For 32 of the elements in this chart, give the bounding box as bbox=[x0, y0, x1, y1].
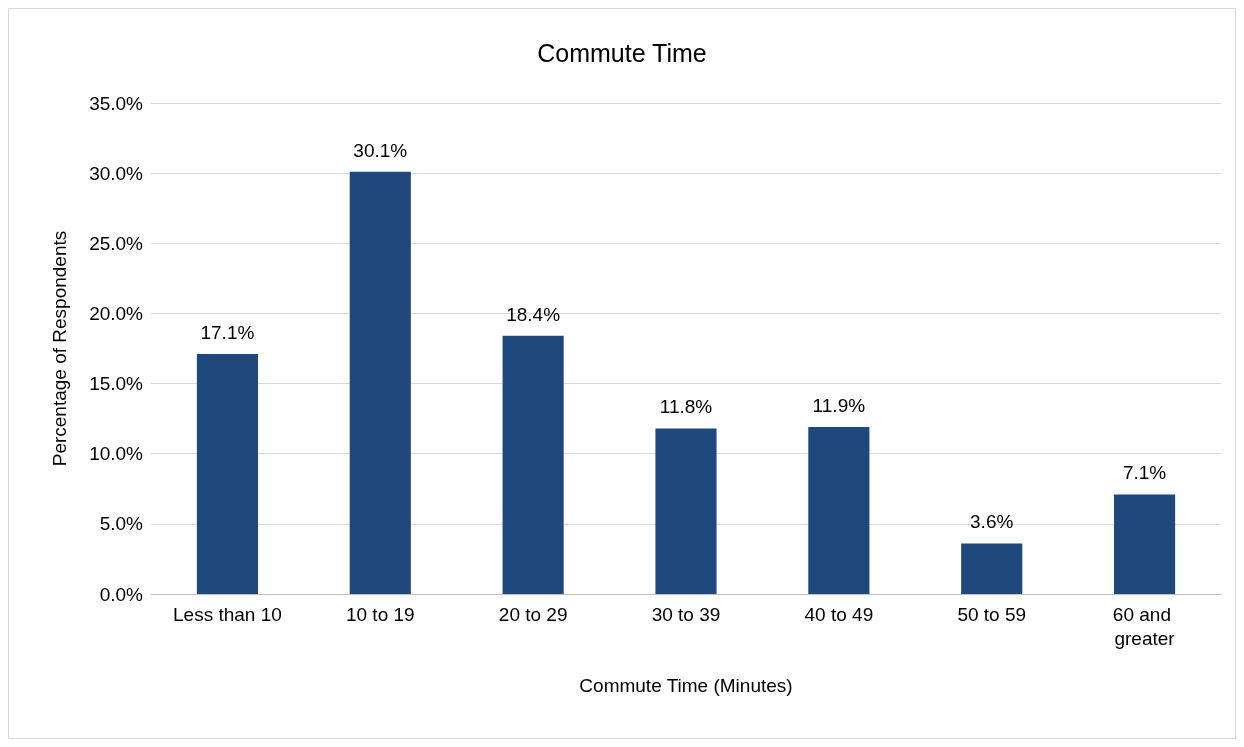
y-tick-label: 25.0% bbox=[89, 232, 144, 254]
data-label: 3.6% bbox=[970, 511, 1014, 533]
y-tick-label: 30.0% bbox=[89, 162, 144, 184]
x-tick-label: 50 to 59 bbox=[957, 603, 1027, 625]
x-tick-label: 60 and greater bbox=[1112, 603, 1177, 649]
data-label: 7.1% bbox=[1122, 462, 1167, 484]
bar bbox=[808, 427, 870, 594]
x-axis-title: Commute Time (Minutes) bbox=[579, 675, 793, 696]
y-tick-label: 5.0% bbox=[99, 513, 144, 535]
bar bbox=[961, 543, 1023, 594]
x-tick-label: Less than 10 bbox=[173, 603, 282, 625]
chart-title: Commute Time bbox=[537, 38, 707, 67]
data-label: 18.4% bbox=[506, 303, 561, 325]
y-tick-label: 35.0% bbox=[89, 92, 144, 114]
bar bbox=[502, 335, 564, 594]
bar bbox=[1114, 494, 1176, 594]
x-tick-label: 10 to 19 bbox=[345, 603, 415, 625]
bar bbox=[349, 171, 411, 594]
y-tick-label: 0.0% bbox=[99, 583, 144, 605]
data-label: 30.1% bbox=[353, 139, 408, 161]
x-tick-label: 30 to 39 bbox=[651, 603, 721, 625]
bar bbox=[655, 428, 717, 594]
data-label: 17.1% bbox=[200, 322, 255, 344]
y-tick-label: 20.0% bbox=[89, 302, 144, 324]
x-tick-label: 40 to 49 bbox=[804, 603, 874, 625]
data-label: 11.8% bbox=[659, 396, 713, 418]
data-label: 11.9% bbox=[812, 395, 866, 417]
y-axis-title: Percentage of Respondents bbox=[49, 230, 70, 467]
y-tick-label: 15.0% bbox=[89, 373, 144, 395]
bar bbox=[196, 354, 258, 594]
y-tick-label: 10.0% bbox=[89, 443, 144, 465]
x-tick-label: 20 to 29 bbox=[498, 603, 568, 625]
